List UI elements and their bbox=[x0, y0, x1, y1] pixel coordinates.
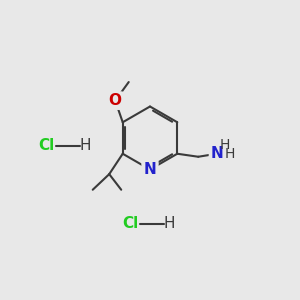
Text: H: H bbox=[164, 216, 175, 231]
Text: O: O bbox=[109, 93, 122, 108]
Text: H: H bbox=[80, 138, 91, 153]
Text: N: N bbox=[144, 162, 156, 177]
Text: Cl: Cl bbox=[122, 216, 139, 231]
Text: H: H bbox=[224, 147, 235, 161]
Text: Cl: Cl bbox=[38, 138, 55, 153]
Text: H: H bbox=[220, 138, 230, 152]
Text: N: N bbox=[211, 146, 223, 161]
